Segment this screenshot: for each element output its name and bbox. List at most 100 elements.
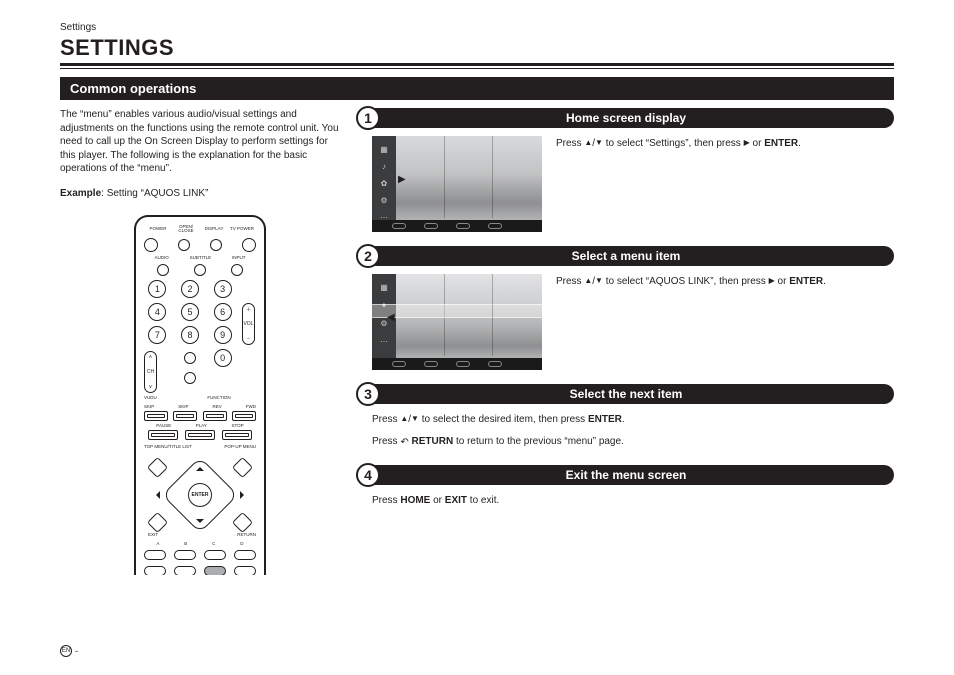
t: to exit. xyxy=(467,495,499,506)
t: or xyxy=(775,276,789,287)
3d-button[interactable] xyxy=(174,566,196,575)
pause-button[interactable] xyxy=(148,430,178,440)
remote-label: D xyxy=(240,541,243,546)
t: to select “AQUOS LINK”, then press xyxy=(603,276,769,287)
vudu-button[interactable] xyxy=(184,352,196,364)
rule-thin xyxy=(60,68,894,69)
color-d-button[interactable] xyxy=(234,550,256,560)
step-body-4: Press HOME or EXIT to exit. xyxy=(358,493,894,509)
remote-menu-labels: TOP MENU/TITLE LIST POP-UP MENU xyxy=(144,444,256,449)
down-icon: ▼ xyxy=(411,413,419,426)
tv-screen-1: ▦ ♪ ✿ ⚙ ⋯ ▶ xyxy=(372,136,542,232)
t: . xyxy=(798,138,801,149)
step-title: Home screen display xyxy=(358,111,894,125)
remote-label: SUBTITLE xyxy=(190,256,212,261)
pinp-button[interactable] xyxy=(234,566,256,575)
remote-label: DISPLAY xyxy=(200,227,228,232)
step-title: Exit the menu screen xyxy=(358,468,894,482)
t: Press xyxy=(556,276,584,287)
sidebar-icon: ✿ xyxy=(380,180,388,188)
tv-main: ▶ xyxy=(396,136,542,232)
home-button[interactable] xyxy=(204,566,226,575)
remote-row2-buttons xyxy=(144,264,256,276)
num-9-button[interactable]: 9 xyxy=(214,326,232,344)
vol-label: VOL xyxy=(243,321,253,327)
num-1-button[interactable]: 1 xyxy=(148,280,166,298)
ch-label: CH xyxy=(147,369,154,375)
num-6-button[interactable]: 6 xyxy=(214,303,232,321)
intro-text: The “menu” enables various audio/visual … xyxy=(60,108,340,176)
dpad-wrap: EXIT RETURN ENTER xyxy=(144,455,256,535)
down-icon: ▼ xyxy=(595,137,603,150)
stop-button[interactable] xyxy=(222,430,252,440)
t: or xyxy=(750,138,764,149)
function-button[interactable] xyxy=(184,372,196,384)
audio-button[interactable] xyxy=(157,264,169,276)
return-button[interactable] xyxy=(232,512,253,533)
num-5-button[interactable]: 5 xyxy=(181,303,199,321)
color-a-button[interactable] xyxy=(144,550,166,560)
enter-button[interactable]: ENTER xyxy=(188,483,212,507)
step-number: 2 xyxy=(356,244,380,268)
num-0-button[interactable]: 0 xyxy=(214,349,232,367)
step-header-4: 4 Exit the menu screen xyxy=(358,465,894,485)
power-button[interactable] xyxy=(144,238,158,252)
dpad-left-icon xyxy=(152,491,160,499)
function-label: FUNCTION xyxy=(207,395,230,400)
popup-label: POP-UP MENU xyxy=(224,444,256,449)
step-body-2: ▦ ✦ ⚙ ⋯ ◀ Press ▲/▼ to select “AQUOS LIN… xyxy=(358,274,894,370)
sidebar-icon: ▦ xyxy=(380,146,388,154)
fwd-button[interactable] xyxy=(232,411,256,421)
exit-label: EXIT xyxy=(148,532,158,537)
t: . xyxy=(622,414,625,425)
tv-highlight-row xyxy=(372,304,542,318)
t: ENTER xyxy=(789,276,823,287)
rev-button[interactable] xyxy=(203,411,227,421)
input-button[interactable] xyxy=(231,264,243,276)
num-2-button[interactable]: 2 xyxy=(181,280,199,298)
skip-fwd-button[interactable] xyxy=(173,411,197,421)
num-7-button[interactable]: 7 xyxy=(148,326,166,344)
popup-menu-button[interactable] xyxy=(232,457,253,478)
color-b-button[interactable] xyxy=(174,550,196,560)
tv-bottom-bar xyxy=(372,358,542,370)
left-column: The “menu” enables various audio/visual … xyxy=(60,108,340,575)
num-8-button[interactable]: 8 xyxy=(181,326,199,344)
tv-main: ◀ xyxy=(396,274,542,370)
num-4-button[interactable]: 4 xyxy=(148,303,166,321)
open-close-button[interactable] xyxy=(178,239,190,251)
top-menu-button[interactable] xyxy=(147,457,168,478)
t: . xyxy=(823,276,826,287)
t: EXIT xyxy=(445,495,467,506)
channel-rocker[interactable]: ∧CH∨ xyxy=(144,351,157,393)
tv-power-button[interactable] xyxy=(242,238,256,252)
step-body-1: ▦ ♪ ✿ ⚙ ⋯ ▶ Press ▲/▼ to select “Setting… xyxy=(358,136,894,232)
t: to return to the previous “menu” page. xyxy=(453,436,624,447)
remote-row2-labels: AUDIO SUBTITLE INPUT xyxy=(144,256,256,261)
remote-top-buttons xyxy=(144,238,256,252)
t: Press xyxy=(372,414,400,425)
volume-rocker[interactable]: ＋VOL− xyxy=(242,303,255,345)
remote-label: C xyxy=(212,541,215,546)
t: to select the desired item, then press xyxy=(419,414,588,425)
step-text: Press ▲/▼ to select “Settings”, then pre… xyxy=(556,136,894,232)
page: Settings SETTINGS Common operations The … xyxy=(0,0,954,575)
step-text: Press ▲/▼ to select the desired item, th… xyxy=(372,412,894,451)
tv-screen-2: ▦ ✦ ⚙ ⋯ ◀ xyxy=(372,274,542,370)
step-number: 1 xyxy=(356,106,380,130)
play-button[interactable] xyxy=(185,430,215,440)
remote-label: OPEN/ CLOSE xyxy=(172,225,200,234)
exit-button[interactable] xyxy=(147,512,168,533)
t: ENTER xyxy=(764,138,798,149)
color-c-button[interactable] xyxy=(204,550,226,560)
sidebar-icon: ⋯ xyxy=(380,338,388,346)
subtitle-button[interactable] xyxy=(194,264,206,276)
remote-label: TV POWER xyxy=(228,227,256,232)
tv-arrow-left-icon: ◀ xyxy=(387,312,395,323)
red-button[interactable] xyxy=(144,566,166,575)
right-column: 1 Home screen display ▦ ♪ ✿ ⚙ ⋯ ▶ xyxy=(358,108,894,575)
num-3-button[interactable]: 3 xyxy=(214,280,232,298)
display-button[interactable] xyxy=(210,239,222,251)
skip-back-button[interactable] xyxy=(144,411,168,421)
remote-label: PLAY xyxy=(196,423,207,428)
